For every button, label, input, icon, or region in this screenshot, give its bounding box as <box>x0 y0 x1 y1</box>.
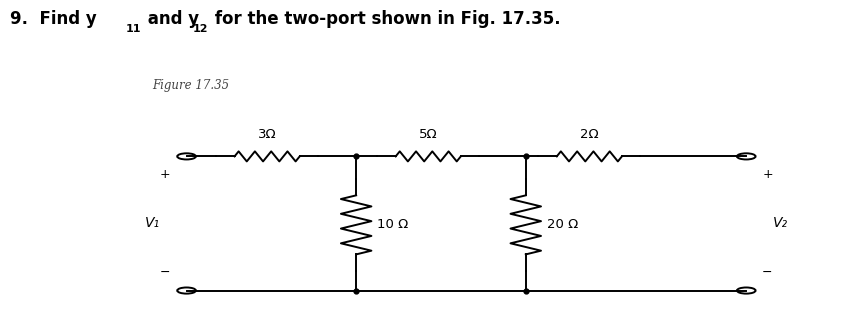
Text: for the two-port shown in Fig. 17.35.: for the two-port shown in Fig. 17.35. <box>209 10 561 28</box>
Text: and y: and y <box>142 10 199 28</box>
Text: V₁: V₁ <box>145 216 160 230</box>
Text: −: − <box>762 266 773 279</box>
Text: 20 Ω: 20 Ω <box>547 218 578 231</box>
Text: 10 Ω: 10 Ω <box>377 218 409 231</box>
Text: +: + <box>160 168 170 181</box>
Text: −: − <box>160 266 170 279</box>
Text: Figure 17.35: Figure 17.35 <box>153 79 230 92</box>
Text: 12: 12 <box>192 24 208 34</box>
Text: 11: 11 <box>126 24 141 34</box>
Text: 5Ω: 5Ω <box>419 128 438 141</box>
Text: V₂: V₂ <box>773 216 788 230</box>
Text: 9.  Find y: 9. Find y <box>10 10 97 28</box>
Text: 3Ω: 3Ω <box>258 128 276 141</box>
Text: 2Ω: 2Ω <box>580 128 599 141</box>
Text: +: + <box>762 168 773 181</box>
